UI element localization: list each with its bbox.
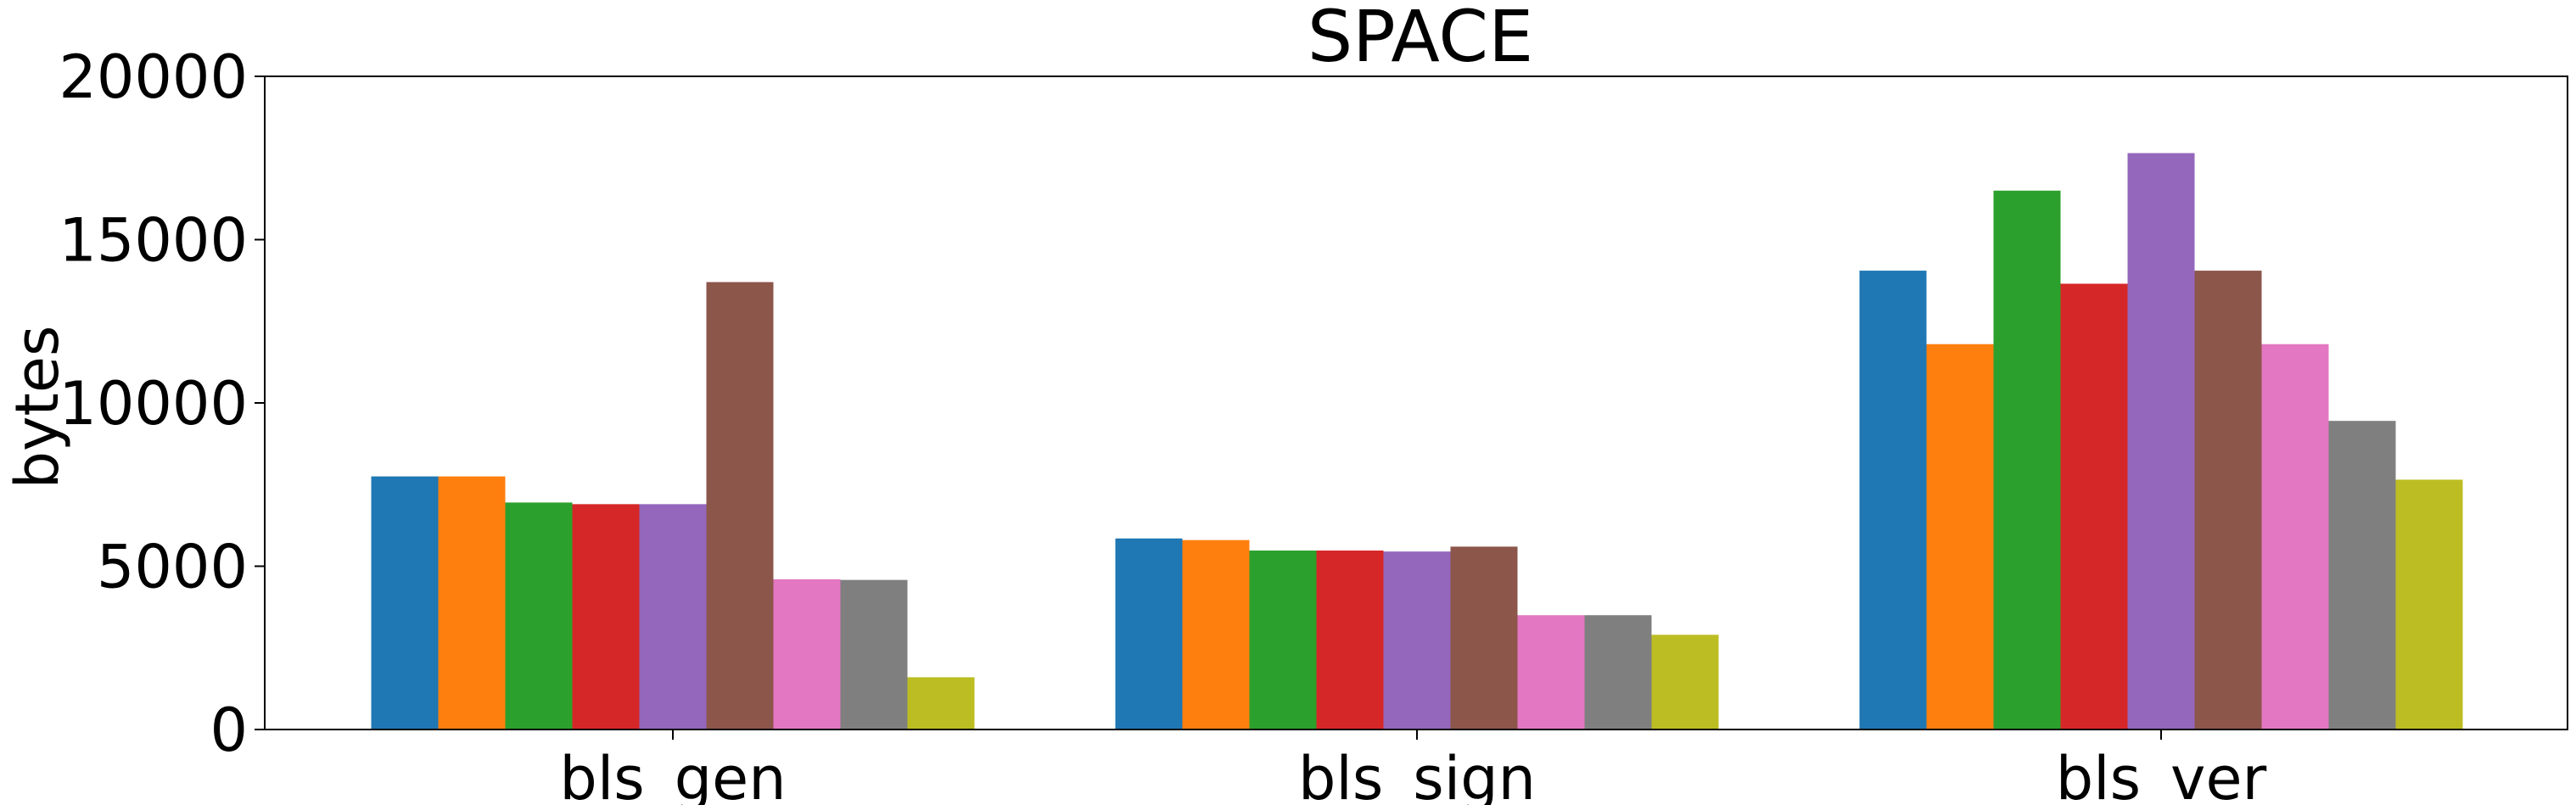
bar-bls_ver-series-8 xyxy=(2328,421,2396,730)
bar-bls_sign-series-4 xyxy=(1316,551,1384,730)
bar-bls_ver-series-7 xyxy=(2261,344,2329,730)
bar-bls_sign-series-5 xyxy=(1383,551,1451,730)
bar-bls_sign-series-2 xyxy=(1182,539,1250,730)
bar-bls_sign-series-6 xyxy=(1450,546,1518,730)
bar-bls_ver-series-6 xyxy=(2194,271,2262,730)
bar-bls_sign-series-3 xyxy=(1249,551,1317,730)
x-tick-label-bls_ver: bls_ver xyxy=(2056,744,2267,805)
y-axis-title: bytes xyxy=(3,326,72,489)
bar-bls_ver-series-1 xyxy=(1859,271,1927,730)
bar-bls_ver-series-4 xyxy=(2060,283,2128,730)
x-tick-label-bls_gen: bls_gen xyxy=(559,744,786,805)
bars-group xyxy=(371,153,2463,730)
y-tick-label: 0 xyxy=(210,696,248,765)
bar-bls_gen-series-1 xyxy=(371,476,439,730)
bar-bls_gen-series-3 xyxy=(505,502,573,730)
y-axis: 0 5000 10000 15000 20000 xyxy=(59,42,265,765)
bar-bls_gen-series-5 xyxy=(639,504,707,730)
bar-bls_ver-series-2 xyxy=(1926,344,1994,730)
y-tick-label: 20000 xyxy=(59,42,248,112)
plot-frame xyxy=(264,75,2568,730)
y-tick-label: 10000 xyxy=(59,369,248,439)
bar-bls_gen-series-6 xyxy=(706,282,774,730)
bar-bls_gen-series-2 xyxy=(438,476,506,730)
bar-bls_ver-series-3 xyxy=(1993,190,2061,730)
bar-bls_gen-series-8 xyxy=(840,579,908,730)
bar-bls_gen-series-9 xyxy=(907,677,975,730)
x-tick-label-bls_sign: bls_sign xyxy=(1298,744,1536,805)
bar-bls_sign-series-1 xyxy=(1115,538,1183,730)
bar-bls_sign-series-7 xyxy=(1517,615,1585,730)
bar-bls_sign-series-9 xyxy=(1651,634,1719,730)
y-tick-label: 5000 xyxy=(97,533,248,602)
x-axis: bls_gen bls_sign bls_ver xyxy=(559,730,2267,805)
y-tick-label: 15000 xyxy=(59,206,248,276)
chart-title: SPACE xyxy=(1308,0,1533,78)
bar-bls_gen-series-7 xyxy=(773,579,841,730)
bar-bls_gen-series-4 xyxy=(572,504,640,730)
bar-bls_ver-series-5 xyxy=(2127,153,2195,730)
bar-bls_sign-series-8 xyxy=(1584,615,1652,730)
bar-bls_ver-series-9 xyxy=(2395,479,2463,730)
